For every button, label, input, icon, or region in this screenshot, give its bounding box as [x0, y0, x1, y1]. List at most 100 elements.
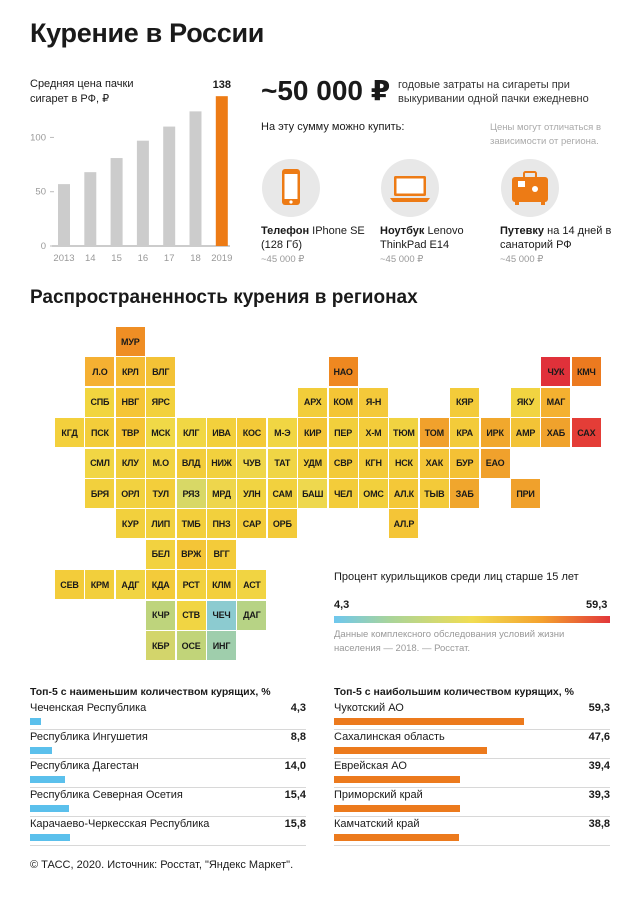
region-tile: ВГГ [207, 539, 236, 569]
list-divider [30, 758, 306, 759]
region-tile: БАШ [298, 479, 328, 508]
price-bar-value-label: 138 [213, 79, 231, 91]
region-tile: АДГ [115, 570, 145, 600]
list-item-name: Республика Дагестан [30, 760, 139, 772]
list-item: Карачаево-Черкесская Республика 15,8 [30, 818, 306, 848]
region-tile: ЧУК [541, 357, 571, 387]
list-item: Камчатский край 38,8 [334, 818, 610, 848]
region-tile: МУР [115, 327, 145, 356]
region-tile: АЛ.Р [389, 509, 419, 539]
region-tile: М.О [146, 448, 176, 478]
region-tile: КРЛ [115, 357, 145, 387]
region-tile: ВЛГ [146, 357, 176, 387]
annual-cost-description: годовые затраты на сигареты при выкурива… [398, 79, 589, 105]
region-tile: НСК [389, 448, 419, 478]
x-tick-label: 18 [190, 253, 201, 264]
region-tile: ИРК [480, 418, 510, 448]
list-item-name: Приморский край [334, 789, 423, 801]
region-tile: БУР [450, 448, 480, 478]
bottom5-title: Топ-5 с наименьшим количеством курящих, … [30, 686, 271, 698]
price-bar-chart: 0 50 100 2013 14 15 16 17 18 2019 138 [30, 79, 232, 264]
region-tile: КЛМ [207, 570, 236, 600]
region-tile: КГН [359, 448, 388, 478]
footer-source: © ТАСС, 2020. Источник: Росстат, "Яндекс… [30, 859, 294, 871]
region-tile: КГД [55, 418, 84, 448]
list-item-name: Чеченская Республика [30, 702, 147, 714]
region-tile: КБР [146, 631, 176, 660]
list-item-name: Камчатский край [334, 818, 420, 830]
region-tile: ПНЗ [207, 509, 236, 539]
page-title: Курение в России [30, 18, 265, 48]
x-tick-label: 16 [138, 253, 149, 264]
list-divider [334, 845, 610, 846]
y-tick-label: 50 [35, 187, 46, 198]
price-bar-14 [84, 172, 97, 246]
region-tile: ТОМ [419, 418, 449, 448]
legend-note: Данные комплексного обследования условий… [334, 629, 565, 654]
region-tile: МСК [146, 418, 176, 448]
list-item-name: Еврейская АО [334, 760, 407, 772]
item-trip: Путевку на 14 дней в санаторий РФ ~45 00… [500, 159, 615, 265]
list-item-bar [334, 718, 525, 725]
list-item-name: Республика Ингушетия [30, 731, 148, 743]
price-bar-16 [136, 140, 149, 246]
region-tile: УЛН [237, 479, 267, 508]
region-tile: НВГ [115, 387, 145, 417]
region-tile: Х-М [359, 418, 388, 448]
region-tile: ИНГ [207, 631, 236, 660]
suitcase-icon [501, 159, 559, 217]
region-tile: Я-Н [359, 387, 388, 417]
list-item-value: 47,6 [588, 731, 610, 743]
region-tile: ЛИП [146, 509, 176, 539]
region-tile: ТЮМ [389, 418, 419, 448]
list-item-bar [30, 718, 41, 725]
region-tile: ЯКУ [511, 387, 540, 417]
region-tile: КРА [450, 418, 480, 448]
y-tick-label: 100 [30, 132, 46, 143]
price-chart-label: Средняя цена пачки сигарет в РФ, ₽ [30, 78, 134, 105]
region-tile: ЯРС [146, 387, 176, 417]
price-bar-2019 [215, 96, 228, 246]
item-phone-text: IPhone SE (128 Гб) [261, 225, 365, 251]
list-item-value: 4,3 [290, 702, 306, 714]
region-tile: САХ [571, 418, 601, 448]
region-tile: ТВР [115, 418, 145, 448]
region-tile: КЛУ [115, 448, 145, 478]
region-tile: РСТ [176, 570, 206, 600]
region-tile: КИР [298, 418, 328, 448]
list-divider [334, 787, 610, 788]
region-tile-map: МУР Л.О КРЛ ВЛГ НАО ЧУК КМЧ СПБ НВГ ЯРС АРХ КОМ Я-Н К… [55, 327, 615, 667]
list-item-name: Чукотский АО [334, 702, 404, 714]
list-item: Чеченская Республика 4,3 [30, 702, 306, 732]
region-tile: ХАБ [541, 418, 571, 448]
price-disclaimer: Цены могут отличаться в зависимости от р… [490, 122, 602, 147]
region-tile: БЕЛ [146, 539, 176, 569]
region-tile: КУР [115, 509, 145, 539]
region-tile: АМР [511, 418, 540, 448]
list-item-name: Сахалинская область [334, 731, 445, 743]
region-tile: ТЫВ [419, 479, 449, 508]
region-tile: СЕВ [55, 570, 84, 600]
region-tile: УДМ [298, 448, 328, 478]
x-tick-label: 17 [164, 253, 175, 264]
price-bar-17 [163, 126, 176, 246]
item-phone-price: ~45 000 ₽ [261, 254, 305, 265]
item-laptop-price: ~45 000 ₽ [380, 254, 424, 265]
region-tile: ОМС [359, 479, 388, 508]
region-tile: СМЛ [85, 448, 115, 478]
list-item-value: 8,8 [290, 731, 306, 743]
list-item-value: 59,3 [588, 702, 610, 714]
region-tile: ЗАБ [450, 479, 480, 508]
list-item: Республика Ингушетия 8,8 [30, 731, 306, 761]
list-item-value: 39,3 [588, 789, 610, 801]
list-item-bar [30, 805, 69, 812]
legend-title: Процент курильщиков среди лиц старше 15 … [334, 571, 579, 583]
x-tick-label: 14 [85, 253, 96, 264]
region-tile: РЯЗ [176, 479, 206, 508]
region-tile: КРМ [85, 570, 115, 600]
region-tile: КОМ [328, 387, 358, 417]
list-item-bar [30, 747, 53, 754]
region-tile: КЯР [450, 387, 480, 417]
region-tile: ЕАО [480, 448, 510, 478]
x-tick-label: 2019 [211, 253, 232, 264]
